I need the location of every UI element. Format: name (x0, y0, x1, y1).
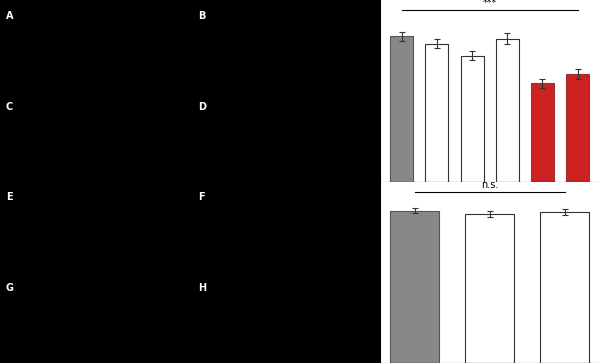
Text: C: C (6, 102, 13, 112)
Y-axis label: bouton number: bouton number (349, 56, 358, 126)
Bar (461, 56, 483, 182)
Bar (391, 211, 439, 363)
Text: D: D (198, 102, 205, 112)
Bar (391, 36, 413, 182)
Bar (465, 214, 514, 363)
Y-axis label: bouton number: bouton number (349, 237, 358, 307)
Text: J: J (326, 172, 331, 187)
Text: E: E (6, 192, 13, 203)
Text: H: H (198, 283, 206, 293)
Text: n.s.: n.s. (481, 180, 498, 190)
Text: G: G (6, 283, 14, 293)
Text: A: A (6, 11, 14, 21)
Text: B: B (198, 11, 205, 21)
Bar (540, 212, 589, 363)
Bar (496, 39, 519, 182)
Text: ***: *** (483, 0, 497, 8)
Bar (425, 44, 448, 182)
Text: I: I (326, 0, 331, 5)
Bar (531, 83, 554, 182)
Bar (566, 74, 589, 182)
X-axis label: DAAMᴱˣ⁶⁸; TR: DAAMᴱˣ⁶⁸; TR (460, 238, 519, 246)
Text: F: F (198, 192, 204, 203)
